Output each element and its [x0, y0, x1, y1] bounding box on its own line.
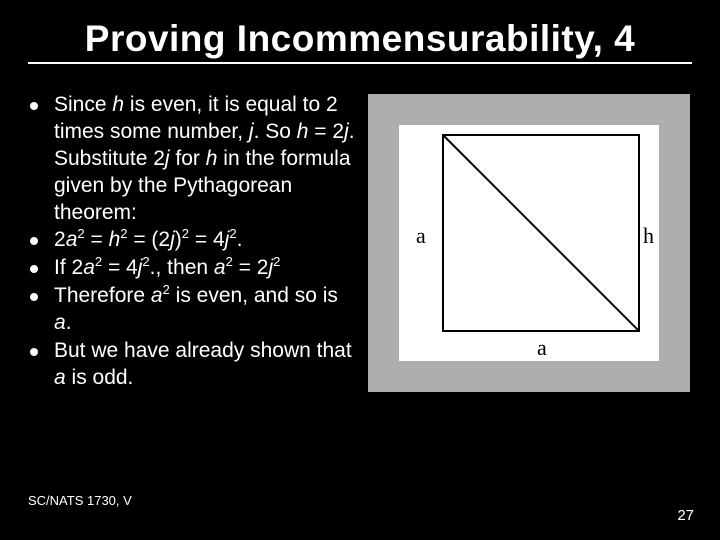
- list-item: 2a2 = h2 = (2j)2 = 4j2.: [30, 227, 358, 254]
- svg-text:a: a: [537, 335, 547, 360]
- svg-text:h: h: [643, 223, 654, 248]
- bullet-text: 2a2 = h2 = (2j)2 = 4j2.: [54, 227, 242, 254]
- bullet-text: Since h is even, it is equal to 2 times …: [54, 92, 358, 226]
- bullet-icon: [30, 293, 38, 301]
- footer-text: SC/NATS 1730, V: [28, 493, 132, 508]
- diagram-svg: a a h: [399, 125, 659, 361]
- svg-text:a: a: [416, 223, 426, 248]
- bullet-icon: [30, 102, 38, 110]
- list-item: Therefore a2 is even, and so is a.: [30, 283, 358, 337]
- bullet-text: But we have already shown that a is odd.: [54, 338, 358, 392]
- bullet-text: Therefore a2 is even, and so is a.: [54, 283, 358, 337]
- slide-title: Proving Incommensurability, 4: [28, 18, 692, 64]
- bullet-icon: [30, 265, 38, 273]
- bullet-icon: [30, 237, 38, 245]
- figure-frame: a a h: [368, 94, 690, 392]
- list-item: But we have already shown that a is odd.: [30, 338, 358, 392]
- bullet-text: If 2a2 = 4j2., then a2 = 2j2: [54, 255, 280, 282]
- slide: Proving Incommensurability, 4 Since h is…: [0, 0, 720, 540]
- content-row: Since h is even, it is equal to 2 times …: [28, 92, 692, 393]
- bullet-list: Since h is even, it is equal to 2 times …: [28, 92, 358, 393]
- list-item: If 2a2 = 4j2., then a2 = 2j2: [30, 255, 358, 282]
- list-item: Since h is even, it is equal to 2 times …: [30, 92, 358, 226]
- figure: a a h: [399, 125, 659, 361]
- bullet-icon: [30, 348, 38, 356]
- page-number: 27: [677, 507, 694, 524]
